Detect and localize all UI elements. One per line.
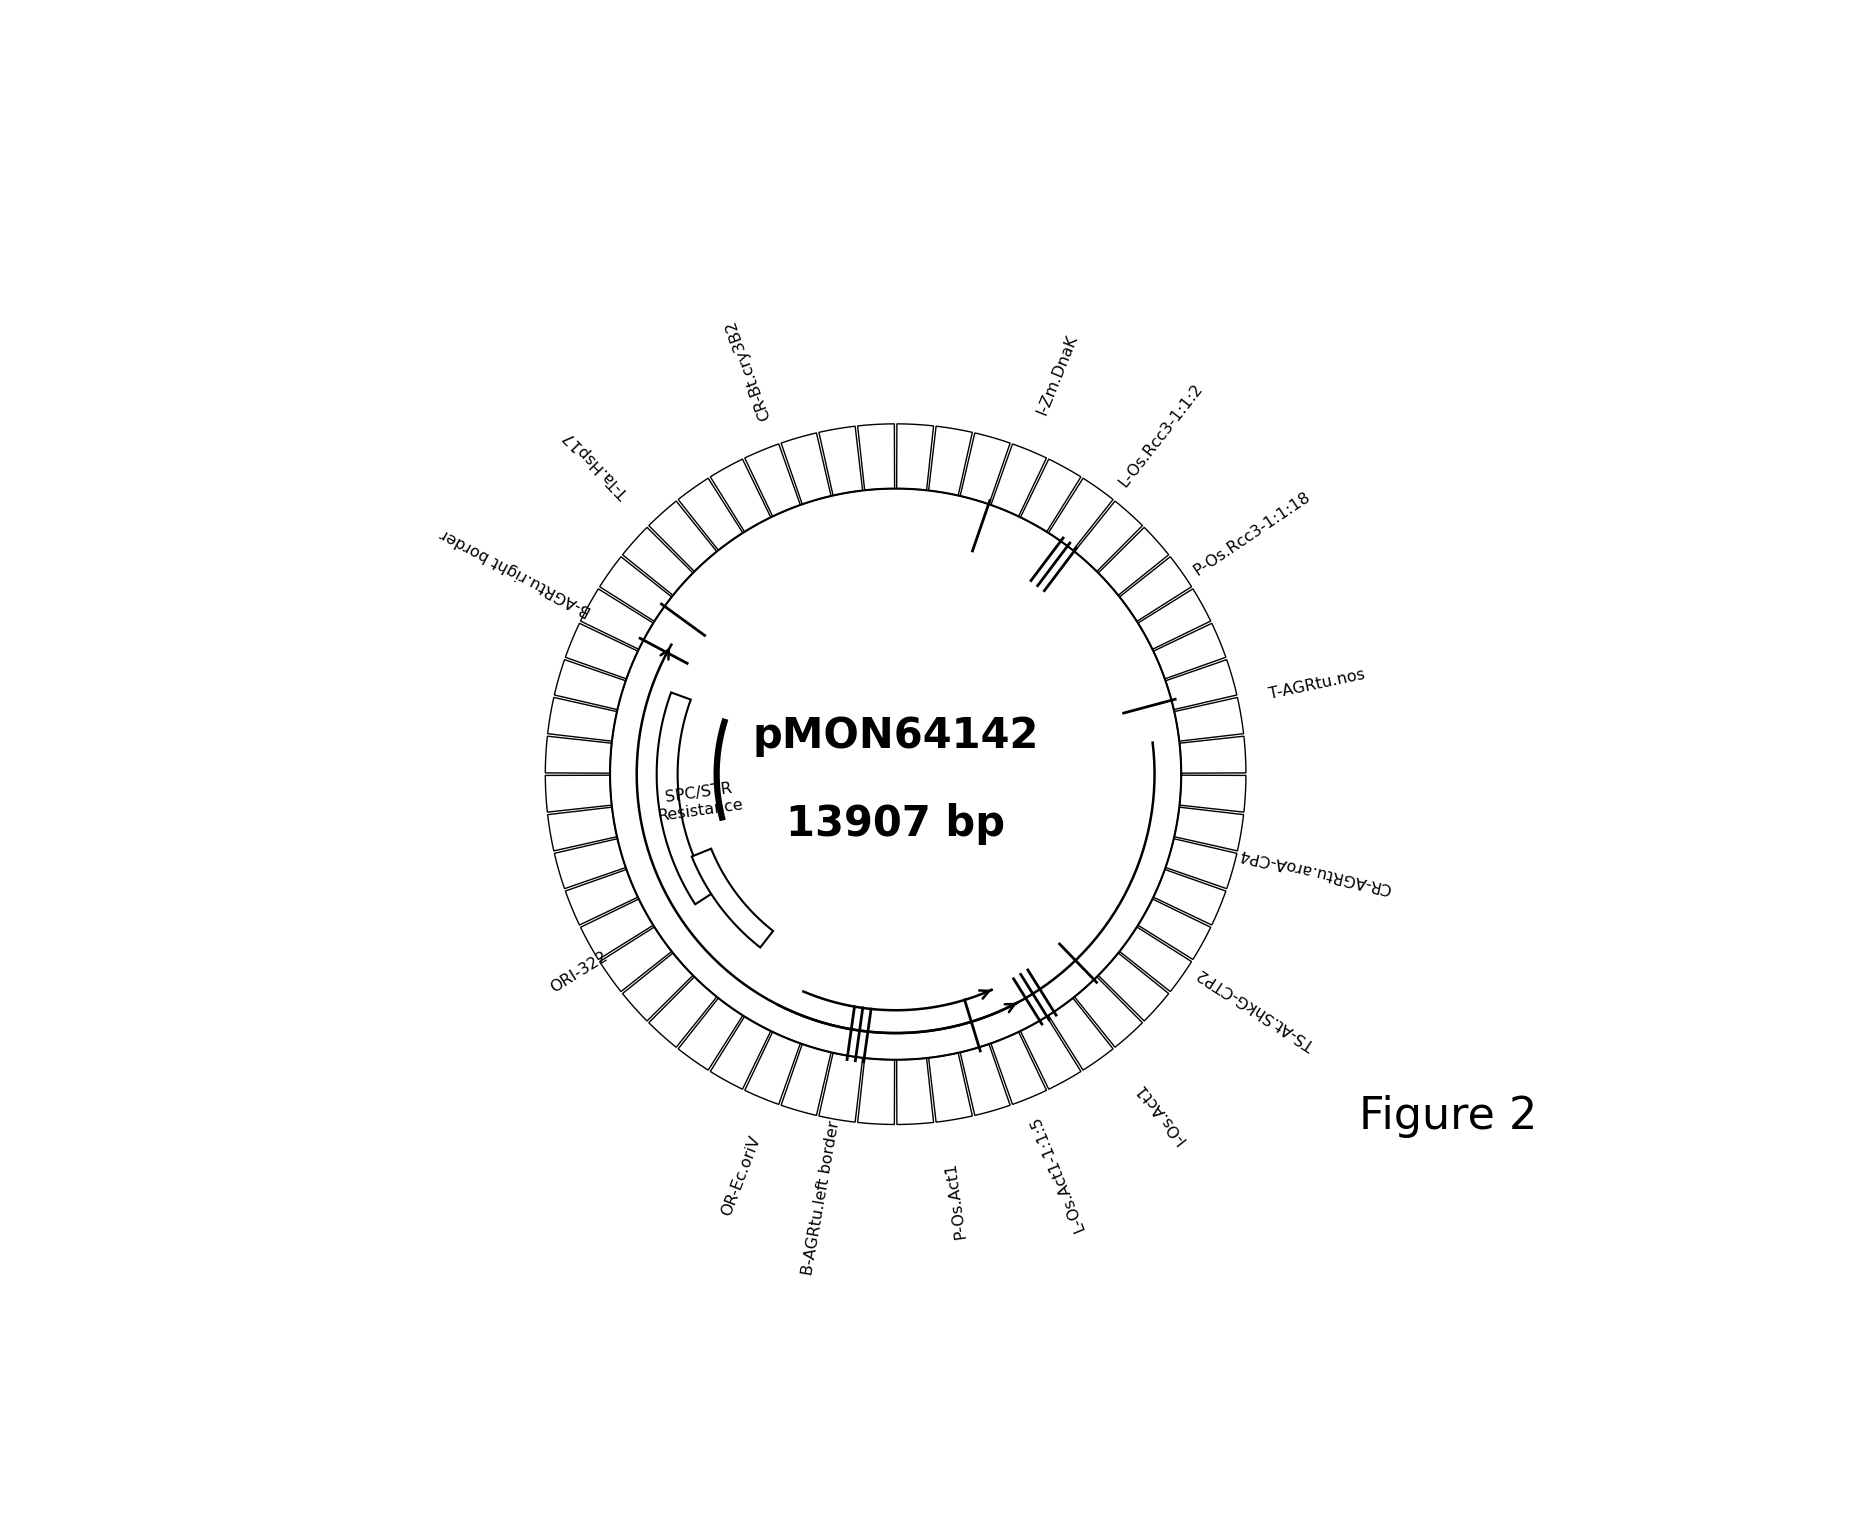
Text: P-Os.Rcc3-1:1:18: P-Os.Rcc3-1:1:18: [1192, 489, 1314, 578]
Polygon shape: [820, 1053, 863, 1122]
Polygon shape: [548, 808, 617, 851]
Text: B-AGRtu.left border: B-AGRtu.left border: [799, 1119, 842, 1277]
Text: Figure 2: Figure 2: [1359, 1096, 1537, 1139]
Polygon shape: [554, 839, 626, 889]
Polygon shape: [1138, 898, 1210, 960]
Text: 13907 bp: 13907 bp: [786, 803, 1006, 845]
Polygon shape: [600, 556, 671, 621]
Polygon shape: [857, 423, 894, 491]
Polygon shape: [1166, 839, 1236, 889]
Polygon shape: [1075, 977, 1143, 1047]
Polygon shape: [745, 445, 801, 517]
Polygon shape: [679, 478, 744, 550]
Polygon shape: [692, 849, 773, 947]
Text: P-Os.Act1: P-Os.Act1: [943, 1160, 969, 1240]
Polygon shape: [656, 693, 712, 904]
Polygon shape: [548, 698, 617, 740]
Polygon shape: [545, 736, 612, 773]
Polygon shape: [896, 1058, 933, 1125]
Text: B-AGRtu.right border: B-AGRtu.right border: [437, 526, 593, 618]
Polygon shape: [1099, 954, 1169, 1021]
Polygon shape: [1166, 659, 1236, 710]
Polygon shape: [1021, 1016, 1080, 1090]
Text: OR-Ec.oriV: OR-Ec.oriV: [719, 1133, 764, 1219]
Text: pMON64142: pMON64142: [753, 714, 1039, 757]
Polygon shape: [1099, 527, 1169, 595]
Polygon shape: [820, 426, 863, 495]
Polygon shape: [930, 426, 972, 495]
Polygon shape: [930, 1053, 972, 1122]
Text: CR-AGRtu.aroA-CP4: CR-AGRtu.aroA-CP4: [1236, 846, 1392, 895]
Polygon shape: [991, 1032, 1047, 1104]
Polygon shape: [1153, 869, 1225, 924]
Polygon shape: [781, 432, 831, 504]
Polygon shape: [1179, 736, 1246, 773]
Polygon shape: [1048, 478, 1114, 550]
Text: TS-At.ShkG-CTP2: TS-At.ShkG-CTP2: [1195, 966, 1318, 1052]
Polygon shape: [580, 898, 653, 960]
Polygon shape: [896, 423, 933, 491]
Polygon shape: [1175, 808, 1244, 851]
Polygon shape: [580, 589, 653, 650]
Text: T-AGRtu.nos: T-AGRtu.nos: [1268, 667, 1366, 702]
Polygon shape: [1119, 927, 1192, 992]
Polygon shape: [649, 977, 718, 1047]
Polygon shape: [554, 659, 626, 710]
Text: I-Zm.DnaK: I-Zm.DnaK: [1034, 333, 1080, 417]
Polygon shape: [1153, 624, 1225, 679]
Text: CR-Bt.cry3B2: CR-Bt.cry3B2: [723, 317, 773, 422]
Polygon shape: [679, 998, 744, 1070]
Text: SPC/STR
Resistance: SPC/STR Resistance: [654, 780, 744, 823]
Polygon shape: [710, 458, 771, 532]
Polygon shape: [600, 927, 671, 992]
Polygon shape: [623, 527, 693, 595]
Polygon shape: [565, 624, 638, 679]
Polygon shape: [1048, 998, 1114, 1070]
Polygon shape: [781, 1044, 831, 1116]
Polygon shape: [649, 501, 718, 572]
Polygon shape: [745, 1032, 801, 1104]
Polygon shape: [857, 1058, 894, 1125]
Polygon shape: [1175, 698, 1244, 740]
Text: L-Os.Act1-1:1:5: L-Os.Act1-1:1:5: [1026, 1113, 1088, 1234]
Polygon shape: [1138, 589, 1210, 650]
Polygon shape: [991, 445, 1047, 517]
Polygon shape: [959, 1044, 1009, 1116]
Text: I-Os.Act1: I-Os.Act1: [1132, 1079, 1190, 1147]
Text: T-Ta.Hsp17: T-Ta.Hsp17: [561, 429, 632, 501]
Polygon shape: [565, 869, 638, 924]
Polygon shape: [1179, 776, 1246, 812]
Polygon shape: [710, 1016, 771, 1090]
Polygon shape: [545, 776, 612, 812]
Text: L-Os.Rcc3-1:1:2: L-Os.Rcc3-1:1:2: [1115, 380, 1205, 489]
Polygon shape: [1119, 556, 1192, 621]
Polygon shape: [1075, 501, 1143, 572]
Polygon shape: [1021, 458, 1080, 532]
Polygon shape: [959, 432, 1009, 504]
Polygon shape: [623, 954, 693, 1021]
Text: ORI-322: ORI-322: [548, 949, 610, 995]
